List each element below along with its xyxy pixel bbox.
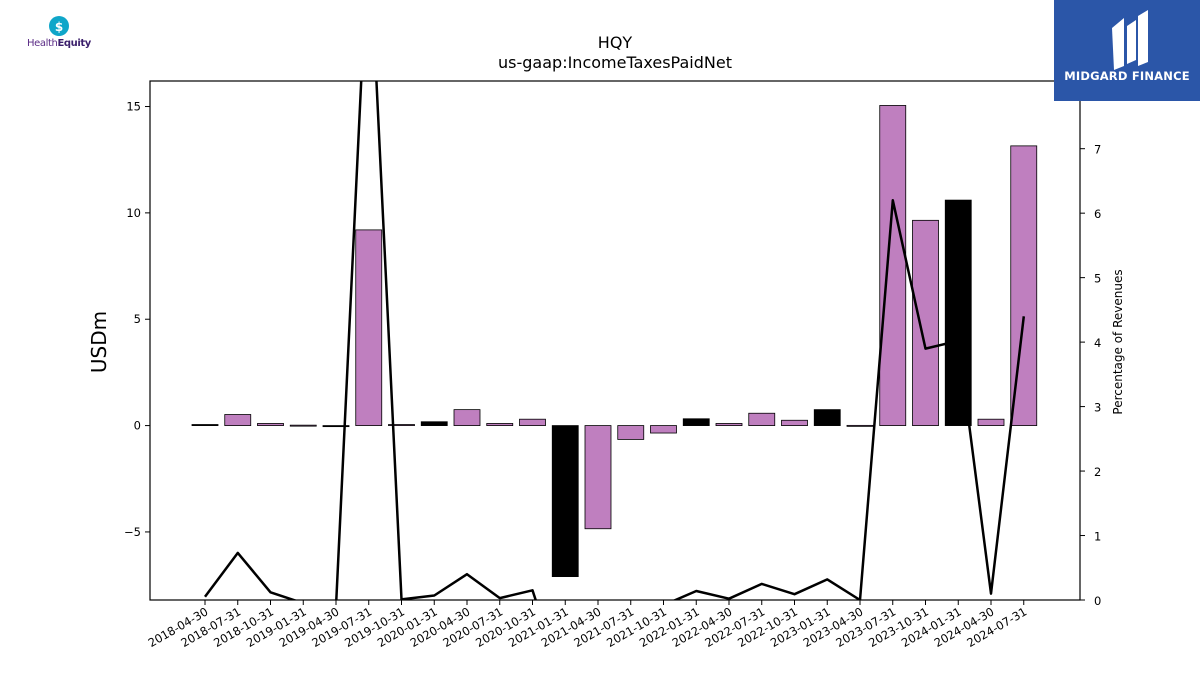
bar <box>944 199 972 426</box>
bar <box>977 418 1005 426</box>
bar <box>322 425 350 428</box>
bar <box>1010 145 1038 426</box>
midgard-mark-icon <box>1112 10 1148 70</box>
series-line <box>203 81 1026 600</box>
bar <box>453 409 481 426</box>
bar <box>650 425 677 434</box>
y2-tick-label: 6 <box>1094 207 1101 221</box>
y2-axis-label: Percentage of Revenues <box>1111 269 1125 414</box>
bar <box>879 105 907 426</box>
bar <box>715 423 743 426</box>
bar <box>813 409 841 426</box>
y2-tick-label: 5 <box>1094 272 1101 286</box>
y-tick-label: 15 <box>126 100 141 114</box>
svg-text:$: $ <box>55 20 63 34</box>
healthequity-mark-icon: $ <box>49 16 69 36</box>
bar <box>781 419 808 426</box>
bar <box>846 424 874 427</box>
bar <box>257 423 284 426</box>
y-tick-label: 5 <box>134 312 141 326</box>
y2-tick-label: 7 <box>1094 143 1101 157</box>
bar <box>551 425 579 578</box>
y2-tick-label: 3 <box>1094 401 1101 415</box>
chart-subtitle: us-gaap:IncomeTaxesPaidNet <box>498 53 732 72</box>
bar <box>191 424 219 426</box>
bar <box>289 424 317 427</box>
y2-tick-label: 0 <box>1094 594 1101 608</box>
bar-group <box>191 105 1038 578</box>
bar <box>617 425 645 440</box>
bar <box>224 414 252 426</box>
y-axis: −5 0 5 10 15 <box>124 100 150 539</box>
y2-tick-label: 2 <box>1094 465 1101 479</box>
line-group <box>203 81 1026 600</box>
midgard-finance-logo: MIDGARD FINANCE <box>1054 0 1200 101</box>
y-tick-label: −5 <box>124 525 141 539</box>
bar <box>584 425 612 530</box>
bar <box>388 424 415 426</box>
y-tick-label: 0 <box>134 419 141 433</box>
bar <box>355 229 383 426</box>
bar <box>748 412 776 426</box>
bar <box>682 418 710 426</box>
bar <box>486 423 514 426</box>
y-tick-label: 10 <box>126 206 141 220</box>
y-axis-label: USDm <box>87 311 111 373</box>
midgard-wordmark: MIDGARD FINANCE <box>1064 69 1190 83</box>
healthequity-wordmark: HealthEquity <box>27 38 91 49</box>
y2-tick-label: 4 <box>1094 336 1101 350</box>
bar <box>420 421 448 426</box>
plot-frame <box>149 80 1081 601</box>
healthequity-logo: $ <box>22 14 102 56</box>
bar <box>912 219 939 426</box>
y2-axis: 0 1 2 3 4 5 6 7 <box>1080 143 1101 608</box>
y2-tick-label: 1 <box>1094 530 1101 544</box>
x-axis: 2018-04-302018-07-312018-10-312019-01-31… <box>146 600 1029 650</box>
chart-title: HQY <box>598 33 633 52</box>
bar <box>519 418 546 426</box>
